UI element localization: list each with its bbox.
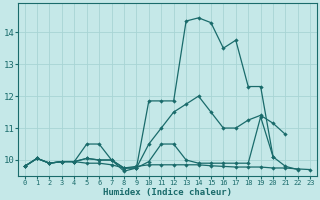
X-axis label: Humidex (Indice chaleur): Humidex (Indice chaleur) — [103, 188, 232, 197]
